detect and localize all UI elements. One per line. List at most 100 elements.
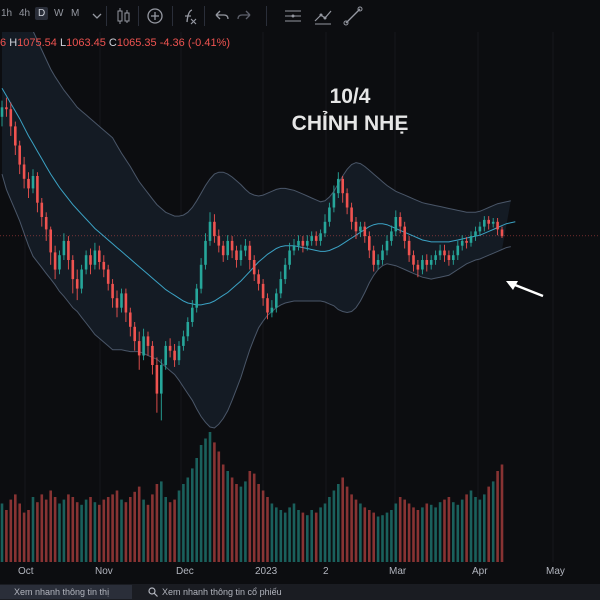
candle-body <box>283 264 287 280</box>
low-value: 1063.45 <box>66 37 106 49</box>
toolbar-divider <box>138 6 139 26</box>
candle-body <box>456 245 460 256</box>
candle-body <box>469 236 473 243</box>
volume-bar <box>168 502 172 562</box>
volume-bar <box>248 471 252 562</box>
undo-icon[interactable] <box>210 5 232 27</box>
open-value: 6 <box>0 37 7 49</box>
candle-body <box>177 345 181 361</box>
candle-body <box>483 219 486 227</box>
volume-bar <box>412 507 415 562</box>
candle-body <box>124 293 128 313</box>
volume-bar <box>27 510 30 562</box>
candle-body <box>44 217 48 230</box>
volume-bar <box>106 497 110 562</box>
volume-bar <box>350 494 353 562</box>
volume-bar <box>31 497 35 562</box>
candle-body <box>359 226 362 232</box>
bottom-bar: Xem nhanh thông tin thị trường Xem nhanh… <box>0 584 600 600</box>
timeframe-1h[interactable]: 1h <box>1 8 13 19</box>
volume-bar <box>235 484 238 562</box>
volume-bar <box>381 515 384 562</box>
volume-bar <box>328 497 331 562</box>
candle-body <box>173 350 176 361</box>
redo-icon[interactable] <box>234 5 256 27</box>
candle-body <box>248 245 252 260</box>
path-tool-icon[interactable] <box>312 5 334 27</box>
candlesticks <box>0 97 504 421</box>
volume-bar <box>195 458 198 562</box>
price-chart[interactable] <box>0 0 600 584</box>
volume-bar <box>403 499 406 562</box>
volume-bar <box>244 481 247 562</box>
volume-bar <box>385 512 389 562</box>
horizontal-lines-icon[interactable] <box>282 5 304 27</box>
candle-body <box>204 240 207 265</box>
ohlc-legend: 6 H1075.54 L1063.45 C1065.35 -4.36 (-0.4… <box>0 37 230 49</box>
x-tick-label: Nov <box>95 566 113 577</box>
volume-bar <box>438 502 442 562</box>
candle-body <box>354 221 358 232</box>
candle-body <box>5 107 8 110</box>
market-info-button[interactable]: Xem nhanh thông tin thị trường <box>0 585 132 599</box>
volume-bar <box>407 503 411 562</box>
candle-body <box>460 240 464 246</box>
candle-body <box>328 207 331 222</box>
candle-body <box>390 231 393 241</box>
candle-body <box>164 345 167 365</box>
volume-bar <box>160 481 163 562</box>
x-tick-label: 2023 <box>255 566 278 577</box>
candle-body <box>151 345 154 365</box>
candle-body <box>275 293 278 308</box>
volume-bar <box>164 497 167 562</box>
timeframe-d[interactable]: D <box>35 7 49 20</box>
candle-body <box>491 221 495 224</box>
candle-body <box>443 250 446 256</box>
volume-bar <box>301 512 305 562</box>
candle-body <box>168 345 172 351</box>
volume-bar <box>447 497 451 562</box>
candle-body <box>279 279 283 294</box>
candle-body <box>133 326 136 342</box>
volume-bar <box>460 499 464 562</box>
candle-body <box>89 255 92 265</box>
timeframe-4h[interactable]: 4h <box>19 8 31 19</box>
chevron-down-icon[interactable] <box>86 5 108 27</box>
top-toolbar: 1h 4h D W M <box>0 0 600 32</box>
candle-body <box>332 193 336 208</box>
low-key: L <box>59 37 67 49</box>
trend-line-icon[interactable] <box>342 5 364 27</box>
volume-bar <box>478 499 482 562</box>
candle-body <box>350 207 353 222</box>
x-tick-label: Dec <box>176 566 194 577</box>
candle-body <box>407 240 411 256</box>
volume-bar <box>297 510 300 562</box>
candle-type-icon[interactable] <box>112 5 134 27</box>
volume-bar <box>337 484 340 562</box>
close-key: C <box>108 37 117 49</box>
volume-bar <box>421 507 424 562</box>
volume-bar <box>434 507 437 562</box>
moving-average-line <box>1 87 516 306</box>
candle-body <box>146 336 150 346</box>
stock-info-button[interactable]: Xem nhanh thông tin cổ phiếu <box>146 585 282 599</box>
candle-body <box>465 240 468 243</box>
candle-body <box>306 240 309 246</box>
add-indicator-icon[interactable] <box>144 5 166 27</box>
candle-body <box>62 240 66 256</box>
candle-body <box>18 145 21 165</box>
volume-bar <box>376 516 380 562</box>
candle-body <box>115 298 119 308</box>
volume-bar <box>363 507 367 562</box>
candle-body <box>323 221 327 234</box>
indicators-fx-icon[interactable] <box>178 5 200 27</box>
timeframe-m[interactable]: M <box>71 8 80 19</box>
volume-bar <box>261 490 265 562</box>
candle-body <box>195 288 198 308</box>
candle-body <box>208 221 212 241</box>
x-tick-label: Oct <box>18 566 34 577</box>
timeframe-w[interactable]: W <box>54 8 64 19</box>
candle-body <box>270 307 274 313</box>
volume-bar <box>89 497 92 562</box>
